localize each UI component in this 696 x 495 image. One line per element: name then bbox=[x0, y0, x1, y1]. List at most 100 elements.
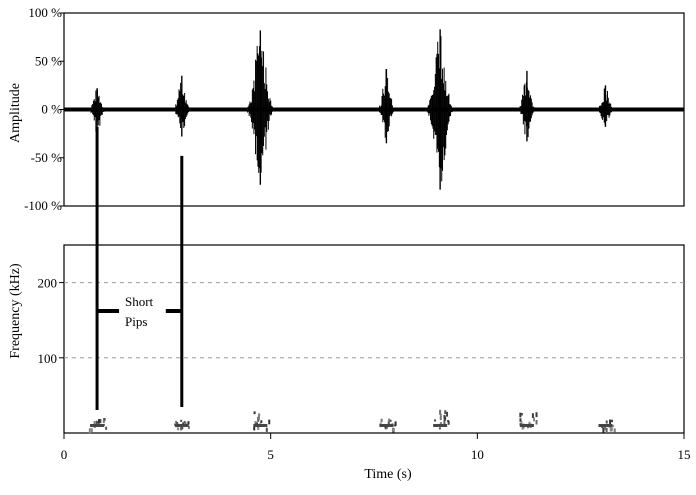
spectrogram-mark-speck bbox=[187, 426, 190, 429]
spectrogram-mark-speck bbox=[603, 427, 606, 431]
spectrogram-mark-speck bbox=[99, 419, 102, 424]
spectrogram-mark-speck bbox=[447, 421, 450, 425]
x-tick-label: 10 bbox=[471, 447, 484, 462]
spectrogram-mark-speck bbox=[387, 420, 390, 426]
spectrogram-mark-speck bbox=[389, 419, 392, 422]
waveform-burst bbox=[594, 85, 616, 127]
waveform-y-tick-label: 100 % bbox=[28, 5, 62, 20]
spectrogram-mark bbox=[253, 411, 271, 432]
spectrogram-mark-speck bbox=[520, 413, 523, 416]
annotation-line-1: Short bbox=[125, 294, 154, 309]
spectrogram-mark-speck bbox=[612, 424, 615, 428]
spectrogram-mark-core bbox=[598, 423, 613, 427]
spectrogram-mark-speck bbox=[610, 427, 613, 432]
spectrogram-y-tick-label: 100 bbox=[38, 351, 58, 366]
waveform-y-tick-label: -100 % bbox=[24, 198, 62, 213]
spectrogram-mark-speck bbox=[95, 420, 98, 425]
spectrogram-y-ticks: 200 100 bbox=[38, 276, 64, 366]
spectrogram-mark-speck bbox=[605, 420, 608, 424]
spectrogram-mark-core bbox=[519, 423, 534, 427]
spectrogram-mark-speck bbox=[180, 419, 183, 422]
spectrogram-mark-speck bbox=[601, 426, 604, 429]
spectrogram-mark-speck bbox=[444, 410, 447, 415]
spectrogram-mark-speck bbox=[93, 420, 96, 425]
spectrogram-panel: 200 100 0 5 10 15 Frequency (kHz) Time (s) bbox=[8, 244, 691, 482]
spectrogram-mark-speck bbox=[444, 416, 447, 421]
spectrogram-gridlines bbox=[64, 282, 684, 359]
waveform-burst bbox=[243, 30, 277, 185]
waveform-burst bbox=[423, 29, 456, 190]
spectrogram-mark bbox=[88, 418, 108, 434]
spectrogram-mark-speck bbox=[88, 428, 91, 434]
spectrogram-mark-speck bbox=[380, 418, 383, 423]
spectrogram-mark-speck bbox=[446, 411, 449, 417]
spectrogram-mark bbox=[519, 412, 538, 430]
spectrogram-mark-speck bbox=[268, 419, 271, 425]
waveform-burst bbox=[86, 88, 107, 134]
x-tick-label: 15 bbox=[678, 447, 691, 462]
spectrogram-mark bbox=[598, 419, 616, 433]
spectrogram-mark-speck bbox=[439, 409, 442, 415]
spectrogram-mark-speck bbox=[260, 420, 263, 424]
spectrogram-mark-speck bbox=[440, 422, 443, 425]
x-axis-label: Time (s) bbox=[364, 467, 412, 482]
spectrogram-mark-speck bbox=[257, 415, 260, 420]
waveform-y-tick-label: 50 % bbox=[35, 53, 62, 68]
spectrogram-mark-speck bbox=[443, 420, 446, 425]
spectrogram-mark-core bbox=[253, 423, 268, 427]
spectrogram-mark-speck bbox=[265, 427, 268, 432]
spectrogram-mark-speck bbox=[90, 428, 93, 432]
waveform-burst bbox=[516, 70, 537, 142]
annotation-line-2: Pips bbox=[125, 314, 147, 329]
waveform-y-tick-label: -50 % bbox=[31, 150, 63, 165]
spectrogram-mark-speck bbox=[102, 419, 105, 423]
spectrogram-mark-speck bbox=[105, 426, 108, 430]
spectrogram-mark-speck bbox=[438, 427, 441, 430]
spectrogram-mark-speck bbox=[521, 426, 524, 430]
spectrogram-mark-speck bbox=[388, 418, 391, 422]
spectrogram-mark-speck bbox=[519, 418, 522, 422]
spectrogram-mark-speck bbox=[535, 412, 538, 418]
waveform-y-tick-label: 0 % bbox=[41, 102, 62, 117]
spectrogram-mark-speck bbox=[183, 420, 186, 424]
spectrogram-mark-speck bbox=[254, 421, 257, 426]
spectrogram-mark-speck bbox=[97, 419, 100, 424]
waveform-burst bbox=[375, 68, 397, 144]
spectrogram-mark-speck bbox=[187, 421, 190, 425]
spectrogram-mark-speck bbox=[394, 421, 397, 427]
spectrogram-mark-speck bbox=[254, 421, 257, 424]
spectrogram-mark bbox=[433, 409, 450, 430]
spectrogram-mark-speck bbox=[181, 424, 184, 430]
spectrogram-x-ticks: 0 5 10 15 bbox=[61, 433, 691, 462]
waveform-burst bbox=[171, 75, 192, 137]
spectrogram-mark-speck bbox=[433, 419, 436, 422]
spectrogram-mark-speck bbox=[447, 420, 450, 423]
spectrogram-mark-speck bbox=[531, 413, 534, 418]
spectrogram-mark-speck bbox=[253, 411, 256, 415]
spectrogram-mark-speck bbox=[609, 419, 612, 425]
spectrogram-mark-speck bbox=[175, 420, 178, 424]
waveform-y-ticks: 100 % 50 % 0 % -50 % -100 % bbox=[24, 5, 64, 213]
spectrogram-mark-core bbox=[174, 423, 189, 427]
spectrogram-marks bbox=[88, 409, 616, 434]
spectrogram-mark-speck bbox=[258, 413, 261, 417]
spectrogram-mark-speck bbox=[253, 426, 256, 431]
spectrogram-mark-speck bbox=[386, 425, 389, 429]
spectrogram-y-axis-label: Frequency (kHz) bbox=[8, 263, 23, 359]
spectrogram-mark-speck bbox=[602, 427, 605, 433]
spectrogram-mark bbox=[379, 418, 397, 433]
spectrogram-mark bbox=[174, 419, 190, 431]
spectrogram-mark-speck bbox=[439, 413, 442, 417]
spectrogram-frame bbox=[63, 244, 685, 434]
spectrogram-mark-core bbox=[90, 423, 105, 427]
spectrogram-y-tick-label: 200 bbox=[38, 276, 58, 291]
waveform-panel: 100 % 50 % 0 % -50 % -100 % Amplitude bbox=[8, 5, 685, 213]
spectrogram-mark-speck bbox=[520, 421, 523, 425]
waveform-bursts bbox=[86, 29, 616, 190]
spectrogram-mark-speck bbox=[532, 417, 535, 422]
spectrogram-mark-speck bbox=[257, 425, 260, 430]
spectrogram-mark-speck bbox=[535, 419, 538, 425]
spectrogram-mark-speck bbox=[439, 415, 442, 421]
spectrogram-mark-speck bbox=[613, 428, 616, 433]
